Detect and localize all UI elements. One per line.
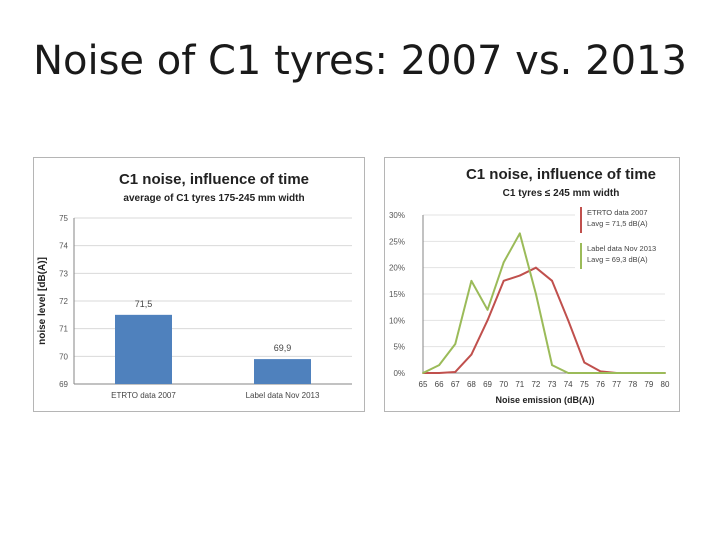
bar-chart: C1 noise, influence of time average of C1… xyxy=(37,171,352,400)
chart-subtitle: C1 tyres ≤ 245 mm width xyxy=(503,188,620,199)
data-point xyxy=(583,361,586,364)
data-point xyxy=(470,353,473,356)
x-tick-label: 76 xyxy=(596,380,605,389)
y-tick-label: 72 xyxy=(59,297,68,306)
y-tick-label: 20% xyxy=(389,264,405,273)
bar-chart-panel: C1 noise, influence of time average of C1… xyxy=(33,157,365,412)
y-tick-label: 74 xyxy=(59,242,68,251)
data-point xyxy=(486,308,489,311)
y-tick-label: 69 xyxy=(59,380,68,389)
y-tick-label: 70 xyxy=(59,352,68,361)
y-tick-label: 71 xyxy=(59,325,68,334)
legend-entry: ETRTO data 2007 xyxy=(587,208,648,217)
x-tick-label: 66 xyxy=(435,380,444,389)
line-chart: C1 noise, influence of time C1 tyres ≤ 24… xyxy=(389,166,673,405)
data-point xyxy=(615,372,618,374)
x-tick-label: 78 xyxy=(628,380,637,389)
y-tick-label: 15% xyxy=(389,290,405,299)
legend-entry: Lavg = 69,3 dB(A) xyxy=(587,255,648,264)
data-point xyxy=(551,364,553,366)
data-point xyxy=(518,232,521,235)
series-line xyxy=(422,232,665,374)
data-point xyxy=(438,372,441,374)
data-point xyxy=(518,274,521,277)
y-tick-label: 0% xyxy=(393,369,405,378)
data-point xyxy=(470,279,473,282)
y-tick-label: 30% xyxy=(389,211,405,220)
data-point xyxy=(486,319,489,322)
line-chart-panel: C1 noise, influence of time C1 tyres ≤ 24… xyxy=(384,157,680,412)
y-tick-label: 5% xyxy=(393,343,405,352)
bar xyxy=(115,314,172,384)
x-tick-label: 68 xyxy=(467,380,476,389)
data-point xyxy=(422,372,424,374)
data-point xyxy=(583,372,586,374)
data-point xyxy=(567,372,570,374)
data-point xyxy=(535,266,537,269)
data-point xyxy=(567,319,570,322)
x-category-label: ETRTO data 2007 xyxy=(111,391,176,400)
chart-title: C1 noise, influence of time xyxy=(466,166,656,183)
data-point xyxy=(438,364,441,366)
x-tick-label: 69 xyxy=(483,380,492,389)
data-point xyxy=(502,261,505,264)
data-point xyxy=(599,370,602,373)
data-point xyxy=(502,279,505,282)
x-tick-label: 80 xyxy=(661,380,670,389)
y-tick-label: 73 xyxy=(59,269,68,278)
y-tick-label: 10% xyxy=(389,316,405,325)
chart-subtitle: average of C1 tyres 175-245 mm width xyxy=(123,193,304,204)
bar xyxy=(254,359,311,384)
legend-entry: Lavg = 71,5 dB(A) xyxy=(587,219,648,228)
slide-title: Noise of C1 tyres: 2007 vs. 2013 xyxy=(33,38,687,84)
data-point xyxy=(664,372,666,374)
x-tick-label: 65 xyxy=(419,380,428,389)
x-tick-label: 71 xyxy=(515,380,524,389)
bar-data-label: 69,9 xyxy=(274,343,292,353)
legend-entry: Label data Nov 2013 xyxy=(587,244,656,253)
x-tick-label: 74 xyxy=(564,380,573,389)
x-tick-label: 77 xyxy=(612,380,621,389)
y-axis-label: noise level [dB(A)] xyxy=(37,257,48,345)
x-tick-label: 72 xyxy=(531,380,540,389)
data-point xyxy=(599,372,602,374)
x-category-label: Label data Nov 2013 xyxy=(246,391,320,400)
x-tick-label: 75 xyxy=(580,380,589,389)
bar-data-label: 71,5 xyxy=(135,299,153,309)
data-point xyxy=(454,371,457,373)
data-point xyxy=(551,279,553,282)
data-point xyxy=(631,372,634,374)
y-tick-label: 25% xyxy=(389,237,405,246)
chart-title: C1 noise, influence of time xyxy=(119,171,309,188)
x-tick-label: 73 xyxy=(548,380,557,389)
x-tick-label: 79 xyxy=(644,380,653,389)
legend-box xyxy=(575,202,673,276)
y-tick-label: 75 xyxy=(59,214,68,223)
x-axis-label: Noise emission (dB(A)) xyxy=(495,395,594,405)
data-point xyxy=(647,372,650,374)
x-tick-label: 70 xyxy=(499,380,508,389)
data-point xyxy=(454,343,457,345)
data-point xyxy=(535,293,537,295)
x-tick-label: 67 xyxy=(451,380,460,389)
